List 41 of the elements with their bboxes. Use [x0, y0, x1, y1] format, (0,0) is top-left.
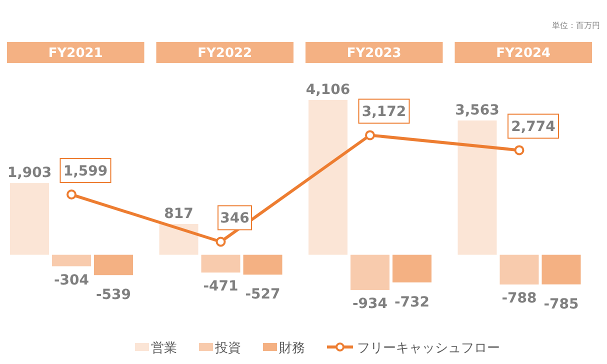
legend-label: 投資: [214, 341, 241, 356]
data-label: 346: [220, 210, 250, 227]
data-label: 3,172: [362, 104, 406, 120]
point: [514, 145, 524, 156]
legend-label: 財務: [279, 341, 305, 356]
x-tick-label: FY2023: [346, 46, 402, 61]
bar: [159, 224, 198, 255]
legend-label: フリーキャッシュフロー: [357, 341, 500, 356]
data-label: -527: [245, 286, 280, 303]
bar: [94, 254, 133, 276]
data-label: 817: [164, 206, 194, 222]
data-label: 1,903: [7, 165, 52, 182]
data-label: -539: [96, 287, 132, 304]
data-label: 2,774: [511, 119, 556, 136]
data-label: -732: [394, 294, 430, 310]
data-label: -788: [502, 290, 537, 306]
text: 単位：百万円: [552, 21, 600, 30]
bar: [392, 254, 432, 282]
point: [66, 190, 76, 200]
point: [365, 130, 375, 140]
x-tick-label: FY2021: [48, 46, 103, 61]
data-label: -785: [544, 296, 579, 312]
bar: [350, 254, 390, 290]
data-label: 4,106: [306, 82, 350, 98]
x-tick-label: FY2022: [198, 46, 252, 61]
bar: [542, 254, 581, 284]
legend-label: 営業: [151, 341, 177, 356]
bar: [308, 100, 348, 255]
bar: [10, 183, 49, 255]
x-tick-label: FY2024: [496, 46, 551, 61]
data-label: -304: [54, 272, 90, 288]
bar: [52, 254, 91, 266]
data-label: 3,563: [455, 102, 500, 118]
bar: [500, 254, 539, 284]
bar: [243, 254, 282, 275]
data-label: -934: [352, 296, 388, 312]
point: [216, 236, 226, 247]
data-label: -471: [203, 278, 238, 295]
bar: [201, 254, 240, 273]
data-label: 1,599: [63, 164, 108, 180]
bar: [458, 120, 497, 255]
